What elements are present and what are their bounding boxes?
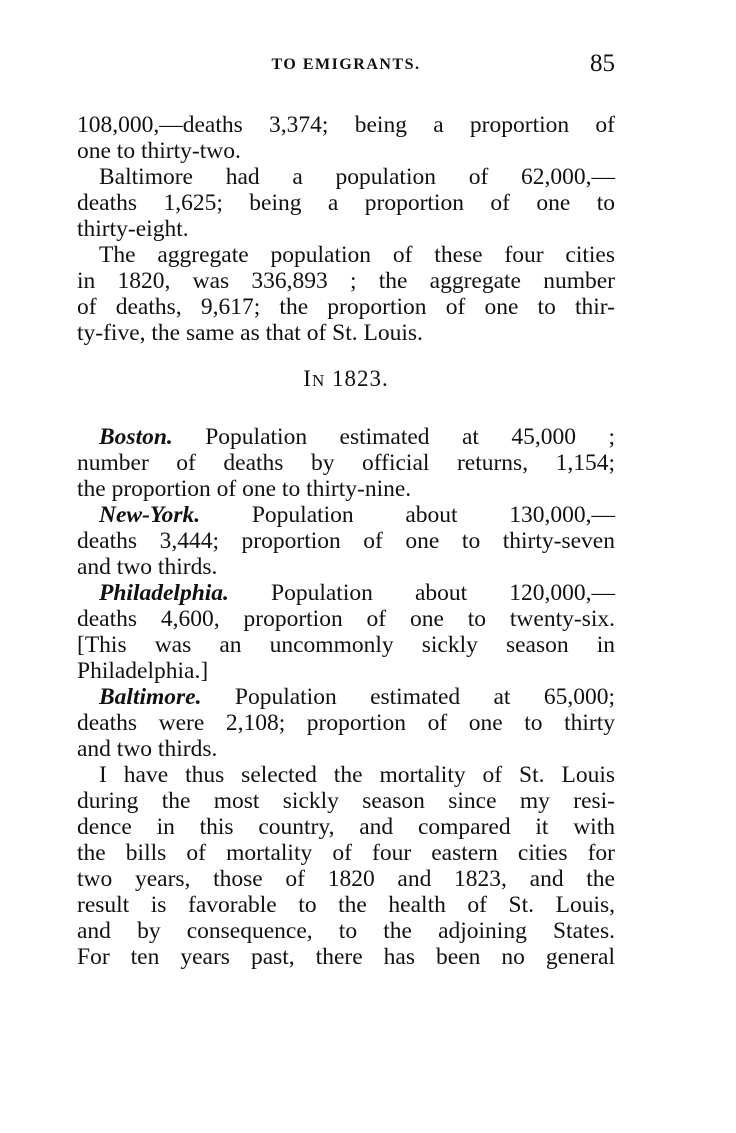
line-text: the proportion of one to thirty-nine. [77, 476, 412, 502]
text-block-1823: Boston. Population estimated at 45,000 ;… [77, 424, 615, 970]
text-line: ty-five, the same as that of St. Louis. [77, 320, 615, 346]
running-head: TO EMIGRANTS. [271, 56, 421, 73]
text-line: The aggregate population of these four c… [77, 242, 615, 268]
line-text: dence in this country, and compared it w… [77, 814, 615, 840]
text-line: Boston. Population estimated at 45,000 ; [77, 424, 615, 450]
line-text: Population about 130,000,— [200, 502, 615, 528]
city-name: New-York. [99, 502, 201, 528]
text-line: the proportion of one to thirty-nine. [77, 476, 615, 502]
text-line: of deaths, 9,617; the proportion of one … [77, 294, 615, 320]
line-text: deaths 3,444; proportion of one to thirt… [77, 528, 615, 554]
line-text: result is favorable to the health of St.… [77, 892, 615, 918]
line-text: deaths 4,600, proportion of one to twent… [77, 606, 615, 632]
line-text: the bills of mortality of four eastern c… [77, 840, 615, 866]
text-line: two years, those of 1820 and 1823, and t… [77, 866, 615, 892]
text-line: one to thirty-two. [77, 138, 615, 164]
line-text: thirty-eight. [77, 216, 189, 242]
line-text: and by consequence, to the adjoining Sta… [77, 918, 615, 944]
line-text: and two thirds. [77, 554, 218, 580]
text-line: thirty-eight. [77, 216, 615, 242]
text-line: Baltimore. Population estimated at 65,00… [77, 684, 615, 710]
section-heading-year: 1823. [325, 366, 389, 391]
line-text: number of deaths by official returns, 1,… [77, 450, 615, 476]
text-line: deaths 3,444; proportion of one to thirt… [77, 528, 615, 554]
city-name: Boston. [99, 424, 173, 450]
line-text: 108,000,—deaths 3,374; being a proportio… [77, 112, 615, 138]
line-text: For ten years past, there has been no ge… [77, 944, 615, 970]
page-header: TO EMIGRANTS. 85 [77, 50, 615, 82]
text-line: and two thirds. [77, 554, 615, 580]
line-text: Population about 120,000,— [228, 580, 615, 606]
section-heading-smallcaps: N [311, 371, 326, 390]
line-text: and two thirds. [77, 736, 218, 762]
line-text: one to thirty-two. [77, 138, 241, 164]
text-line: the bills of mortality of four eastern c… [77, 840, 615, 866]
line-text: Philadelphia.] [77, 658, 209, 684]
text-line: deaths 4,600, proportion of one to twent… [77, 606, 615, 632]
line-text: in 1820, was 336,893 ; the aggregate num… [77, 268, 615, 294]
text-line: 108,000,—deaths 3,374; being a proportio… [77, 112, 615, 138]
text-line: deaths were 2,108; proportion of one to … [77, 710, 615, 736]
text-line: For ten years past, there has been no ge… [77, 944, 615, 970]
line-text: Baltimore had a population of 62,000,— [99, 164, 615, 190]
line-text: deaths were 2,108; proportion of one to … [77, 710, 615, 736]
text-line: in 1820, was 336,893 ; the aggregate num… [77, 268, 615, 294]
line-text: [This was an uncommonly sickly season in [77, 632, 615, 658]
line-text: two years, those of 1820 and 1823, and t… [77, 866, 615, 892]
text-line: deaths 1,625; being a proportion of one … [77, 190, 615, 216]
text-line: Baltimore had a population of 62,000,— [77, 164, 615, 190]
text-line: and by consequence, to the adjoining Sta… [77, 918, 615, 944]
city-name: Baltimore. [99, 684, 202, 710]
city-name: Philadelphia. [99, 580, 229, 606]
text-line: number of deaths by official returns, 1,… [77, 450, 615, 476]
line-text: Population estimated at 45,000 ; [172, 424, 615, 450]
line-text: I have thus selected the mortality of St… [99, 762, 615, 788]
text-line: I have thus selected the mortality of St… [77, 762, 615, 788]
text-line: [This was an uncommonly sickly season in [77, 632, 615, 658]
line-text: The aggregate population of these four c… [99, 242, 615, 268]
page-number: 85 [590, 50, 615, 77]
text-block-1820: 108,000,—deaths 3,374; being a proportio… [77, 112, 615, 346]
text-line: Philadelphia. Population about 120,000,— [77, 580, 615, 606]
text-line: result is favorable to the health of St.… [77, 892, 615, 918]
text-line: and two thirds. [77, 736, 615, 762]
text-line: during the most sickly season since my r… [77, 788, 615, 814]
line-text: ty-five, the same as that of St. Louis. [77, 320, 423, 346]
text-line: New-York. Population about 130,000,— [77, 502, 615, 528]
line-text: Population estimated at 65,000; [201, 684, 615, 710]
line-text: of deaths, 9,617; the proportion of one … [77, 294, 615, 320]
line-text: during the most sickly season since my r… [77, 788, 615, 814]
text-line: dence in this country, and compared it w… [77, 814, 615, 840]
line-text: deaths 1,625; being a proportion of one … [77, 190, 615, 216]
section-heading: IN 1823. [77, 366, 615, 392]
section-heading-initial: I [303, 366, 312, 391]
text-line: Philadelphia.] [77, 658, 615, 684]
